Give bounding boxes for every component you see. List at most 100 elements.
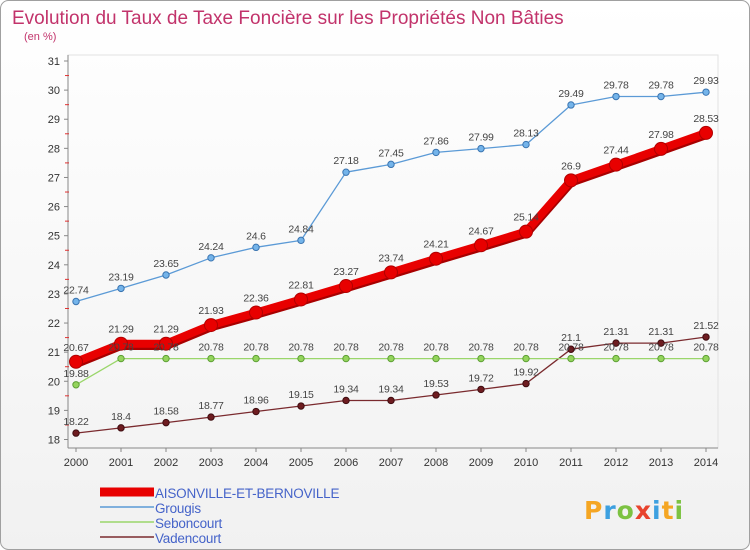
data-label: 19.88 [63, 368, 89, 380]
data-label: 27.45 [378, 147, 404, 159]
y-tick-label: 26 [48, 202, 60, 214]
x-tick-label: 2004 [244, 457, 268, 469]
data-point [657, 339, 665, 347]
data-label: 20.67 [63, 342, 89, 354]
x-tick-label: 2009 [469, 457, 493, 469]
data-point [564, 173, 578, 188]
data-point [429, 251, 443, 266]
proxiti-logo: Proxiti [584, 496, 684, 525]
data-point [477, 144, 485, 153]
data-point [252, 354, 260, 363]
x-tick-label: 2002 [154, 457, 178, 469]
data-label: 20.78 [468, 342, 494, 354]
x-tick-label: 2008 [424, 457, 448, 469]
data-label: 22.81 [288, 279, 314, 291]
data-point [522, 379, 530, 388]
data-label: 20.78 [423, 342, 449, 354]
data-label: 21.31 [603, 326, 629, 338]
logo-letter: i [675, 496, 685, 525]
data-point [162, 418, 170, 427]
data-label: 20.78 [558, 342, 584, 354]
data-point [657, 354, 665, 363]
logo-letter: t [662, 496, 675, 525]
labels-aisonville-et-bernoville: 20.67 21.29 21.29 21.93 22.36 22.81 23.27 23.74… [63, 113, 719, 354]
legend-label: Grougis [155, 501, 201, 516]
x-tick-label: 2012 [604, 457, 628, 469]
data-label: 18.4 [111, 411, 131, 423]
data-point [432, 354, 440, 363]
logo-letter: P [584, 496, 603, 525]
data-label: 22.36 [243, 293, 269, 305]
y-tick-label: 30 [48, 85, 60, 97]
x-tick-label: 2003 [199, 457, 223, 469]
data-point [249, 305, 263, 320]
logo-letter: o [617, 496, 635, 525]
data-point [612, 339, 620, 347]
series-vadencourt [72, 333, 710, 437]
data-point [342, 354, 350, 363]
data-point [339, 279, 353, 294]
data-label: 29.78 [603, 80, 629, 92]
data-label: 19.34 [378, 383, 404, 395]
data-label: 21.31 [648, 326, 674, 338]
data-label: 21.29 [108, 324, 134, 336]
x-tick-label: 2006 [334, 457, 358, 469]
data-label: 23.27 [333, 266, 359, 278]
data-label: 28.53 [693, 113, 719, 125]
y-tick-label: 23 [48, 289, 60, 301]
data-point [69, 354, 83, 369]
data-label: 18.58 [153, 406, 179, 418]
data-labels-group: 20.67 21.29 21.29 21.93 22.36 22.81 23.27 23.74… [63, 75, 719, 428]
data-point [477, 354, 485, 363]
data-point [342, 396, 350, 405]
data-label: 27.86 [423, 135, 449, 147]
data-label: 21.93 [198, 305, 224, 317]
data-label: 20.78 [693, 342, 719, 354]
data-label: 20.78 [513, 342, 539, 354]
data-point [519, 224, 533, 239]
legend: AISONVILLE-ET-BERNOVILLEGrougisSeboncour… [100, 486, 340, 546]
data-point [432, 391, 440, 399]
data-point [384, 265, 398, 280]
data-label: 26.9 [561, 160, 581, 172]
x-tick-label: 2007 [379, 457, 403, 469]
data-label: 21.1 [561, 332, 581, 344]
data-label: 24.84 [288, 223, 314, 235]
data-label: 23.19 [108, 271, 134, 283]
y-tick-label: 22 [48, 318, 60, 330]
data-label: 20.78 [648, 342, 674, 354]
data-point [699, 125, 713, 140]
data-label: 28.13 [513, 128, 539, 140]
data-point [522, 140, 530, 149]
data-point [612, 354, 620, 363]
series-grougis [72, 88, 710, 306]
data-label: 18.96 [243, 395, 269, 407]
labels-vadencourt: 18.22 18.4 18.58 18.77 18.96 19.15 19.34 19.34 1… [63, 320, 719, 428]
data-point [162, 271, 170, 279]
data-label: 29.93 [693, 75, 719, 87]
axes-ticks: 18 19 20 21 22 23 24 25 26 27 28 29 30 31 2000 2001 2002… [48, 56, 718, 469]
data-point [252, 407, 260, 416]
data-label: 20.78 [153, 342, 179, 354]
logo-letter: i [652, 496, 662, 525]
x-tick-label: 2005 [289, 457, 313, 469]
chart-subtitle: (en %) [24, 31, 56, 43]
data-point [342, 168, 350, 176]
data-label: 20.78 [198, 342, 224, 354]
legend-label: AISONVILLE-ET-BERNOVILLE [155, 486, 339, 501]
data-point [117, 284, 125, 293]
data-label: 23.74 [378, 252, 404, 264]
x-tick-label: 2000 [64, 457, 88, 469]
series-seboncourt [72, 354, 710, 389]
y-tick-label: 27 [48, 172, 60, 184]
data-point [252, 243, 260, 252]
data-point [474, 238, 488, 253]
data-point [432, 148, 440, 157]
data-point [114, 336, 128, 351]
y-tick-label: 18 [48, 435, 60, 447]
x-tick-label: 2014 [694, 457, 718, 469]
data-point [702, 333, 710, 341]
data-label: 27.98 [648, 129, 674, 141]
data-label: 20.78 [603, 342, 629, 354]
